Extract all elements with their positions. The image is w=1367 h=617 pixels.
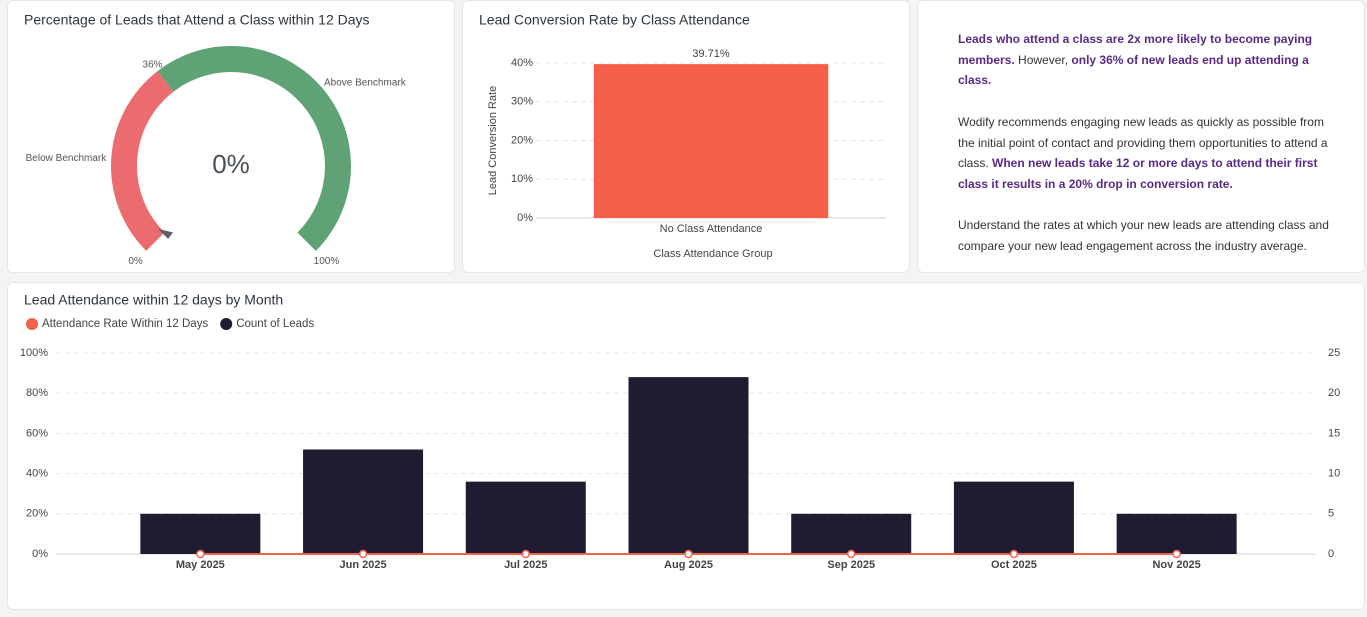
y2-tick-label: 20 — [1328, 387, 1340, 399]
gauge-pointer — [158, 228, 174, 239]
bar — [628, 377, 749, 554]
y-tick-label: 20% — [511, 134, 533, 146]
x-axis-label: Class Attendance Group — [653, 248, 772, 260]
y2-tick-label: 15 — [1328, 427, 1340, 439]
band-label: Above Benchmark — [324, 77, 407, 88]
y-tick-label: 80% — [26, 387, 48, 399]
line-point — [358, 549, 368, 559]
gauge-chart: Percentage of Leads that Attend a Class … — [24, 12, 407, 267]
y-tick-label: 20% — [26, 508, 48, 520]
line-point — [521, 549, 531, 559]
gauge-value: 0% — [212, 149, 250, 179]
x-tick-label: Jul 2025 — [504, 559, 547, 571]
line-point — [1172, 549, 1181, 559]
info-text: Leads who attend a class are 2x more lik… — [958, 29, 1343, 272]
bar — [953, 481, 1074, 554]
legend-marker — [26, 318, 38, 330]
legend-label: Attendance Rate Within 12 Days — [42, 318, 208, 330]
bar — [1116, 513, 1237, 554]
line-point — [684, 549, 693, 559]
bar-card: Lead Conversion Rate by Class Attendance… — [462, 0, 910, 273]
gauge-tick-label: 0% — [128, 256, 143, 267]
bar-chart: Lead Conversion Rate by Class Attendance… — [479, 12, 886, 260]
y2-tick-label: 0 — [1328, 548, 1334, 560]
gauge-card: Percentage of Leads that Attend a Class … — [7, 0, 455, 273]
paragraph: Leads who attend a class are 2x more lik… — [958, 29, 1343, 91]
x-tick-label: Aug 2025 — [664, 559, 713, 571]
bar — [465, 481, 586, 554]
chart-title: Lead Attendance within 12 days by Month — [24, 292, 283, 308]
value-label: 39.71% — [692, 48, 730, 60]
highlight-text: Leads who attend a class are 2x more lik… — [958, 32, 1316, 67]
highlight-text: only 36% of new leads end up attending a… — [958, 52, 1313, 88]
band-label: Below Benchmark — [26, 153, 108, 164]
chart-title: Percentage of Leads that Attend a Class … — [24, 12, 370, 28]
y2-tick-label: 10 — [1328, 468, 1340, 480]
y2-tick-label: 5 — [1328, 508, 1334, 520]
line-point — [1009, 549, 1019, 559]
info-card: Leads who attend a class are 2x more lik… — [917, 0, 1365, 273]
bar — [791, 513, 912, 554]
bar — [303, 449, 424, 554]
y2-tick-label: 25 — [1328, 347, 1340, 359]
legend-label: Count of Leads — [236, 318, 314, 330]
y-tick-label: 10% — [511, 173, 533, 185]
x-tick-label: May 2025 — [176, 559, 225, 571]
y-tick-label: 40% — [511, 57, 533, 69]
combo-chart: Lead Attendance within 12 days by Month … — [20, 292, 1340, 571]
line-point — [846, 549, 856, 559]
x-tick-label: Oct 2025 — [991, 559, 1037, 571]
x-tick-label: Sep 2025 — [827, 559, 875, 571]
paragraph: Understand the rates at which your new l… — [958, 215, 1343, 256]
gauge-band — [111, 71, 174, 251]
legend-marker — [220, 318, 233, 330]
line-point — [196, 549, 205, 559]
gauge-tick-label: 36% — [143, 60, 163, 71]
bar — [593, 64, 829, 218]
y-tick-label: 100% — [20, 347, 48, 359]
gauge-band — [157, 46, 351, 251]
bar — [140, 513, 261, 554]
y-tick-label: 0% — [517, 212, 533, 224]
body-text: Wodify recommends engaging new leads as … — [958, 114, 1331, 171]
y-tick-label: 40% — [26, 468, 48, 480]
x-tick-label: Nov 2025 — [1152, 559, 1200, 571]
gauge-tick-label: 100% — [314, 256, 340, 267]
body-text: Understand the rates at which your new l… — [958, 218, 1333, 253]
y-axis-label: Lead Conversion Rate — [487, 86, 499, 195]
highlight-text: When new leads take 12 or more days to a… — [958, 156, 1321, 191]
body-text: However, — [1014, 52, 1072, 67]
combo-card: Lead Attendance within 12 days by Month … — [7, 282, 1365, 610]
y-tick-label: 60% — [26, 427, 48, 439]
y-tick-label: 0% — [32, 548, 48, 560]
x-tick-label: Jun 2025 — [340, 559, 387, 571]
x-tick-label: No Class Attendance — [660, 223, 763, 235]
paragraph: Wodify recommends engaging new leads as … — [958, 112, 1343, 195]
chart-title: Lead Conversion Rate by Class Attendance — [479, 12, 750, 28]
y-tick-label: 30% — [511, 96, 533, 108]
